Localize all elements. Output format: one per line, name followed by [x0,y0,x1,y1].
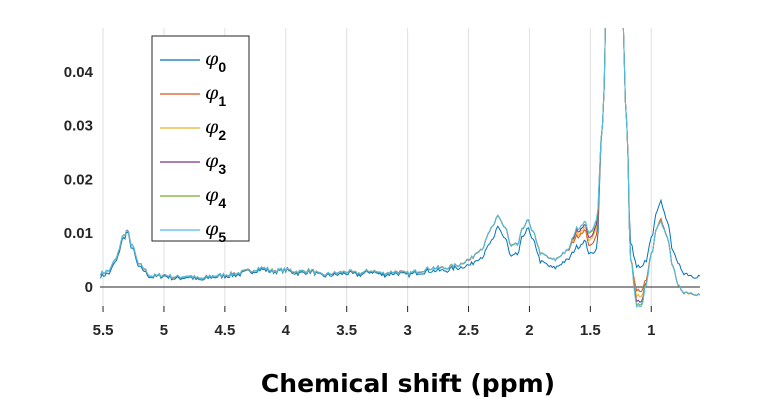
x-tick-label: 2 [525,322,533,339]
x-tick-label: 1 [647,322,655,339]
legend-symbol: φ [205,184,219,206]
y-tick-label: 0.02 [64,171,93,188]
y-tick-label: 0.01 [64,225,93,242]
legend-label-phi-4: φ4 [205,184,226,211]
x-axis-label: Chemical shift (ppm) [261,369,555,398]
x-tick-label: 1.5 [580,322,601,339]
legend-label-phi-1: φ1 [205,82,226,109]
legend-subscript: 3 [218,161,226,177]
legend-label-phi-2: φ2 [205,116,226,143]
legend-symbol: φ [205,150,219,172]
y-tick-label: 0.04 [64,64,94,81]
x-tick-label: 2.5 [458,322,479,339]
legend-symbol: φ [205,218,219,240]
x-tick-label: 3 [403,322,411,339]
x-tick-label: 4.5 [214,322,235,339]
legend-label-phi-5: φ5 [205,218,226,245]
x-tick-label: 5.5 [93,322,114,339]
y-tick-label: 0.03 [64,118,93,135]
x-tick-label: 4 [282,322,291,339]
legend-subscript: 5 [218,229,226,245]
x-tick-label: 5 [160,322,168,339]
y-tick-label: 0 [85,279,93,296]
legend-label-phi-0: φ0 [205,48,226,75]
y-axis: 0 0.01 0.02 0.03 0.04 [64,64,94,296]
legend-subscript: 4 [218,195,226,211]
series-group [100,28,700,308]
legend-subscript: 1 [218,93,226,109]
legend-symbol: φ [205,82,219,104]
legend-symbol: φ [205,48,219,70]
legend-subscript: 2 [218,127,226,143]
series-line-phi-5 [100,28,700,308]
legend-subscript: 0 [218,59,226,75]
legend-label-phi-3: φ3 [205,150,226,177]
legend-symbol: φ [205,116,219,138]
x-tick-label: 3.5 [336,322,357,339]
legend-box [151,35,250,242]
x-axis: 5.5 5 4.5 4 3.5 3 2.5 2 1.5 1 [93,306,655,339]
